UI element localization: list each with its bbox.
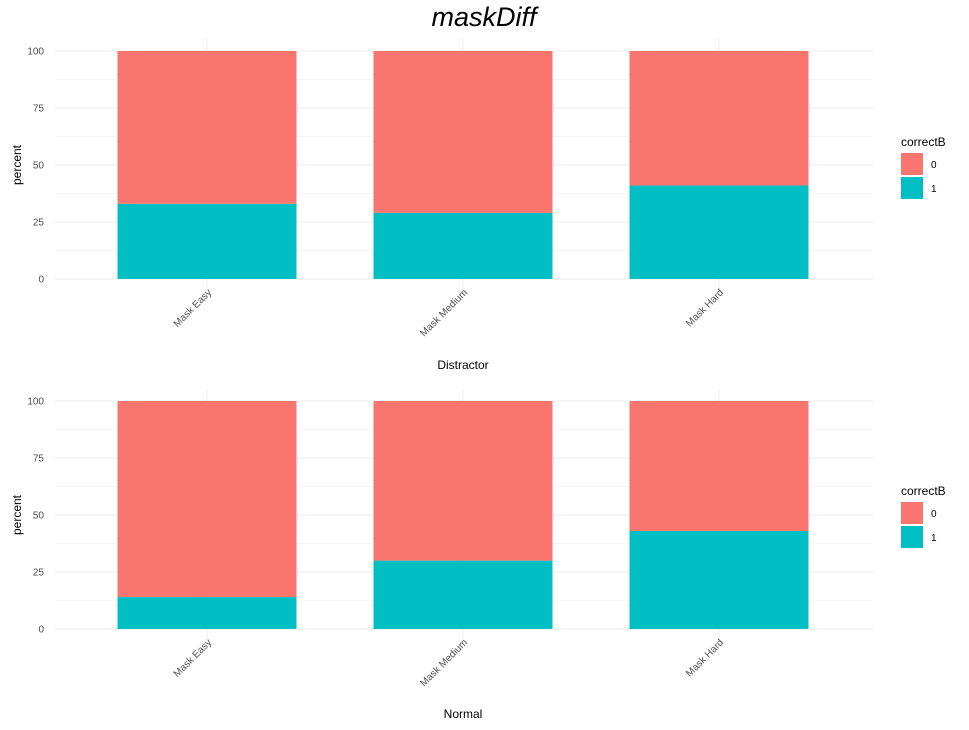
chart-panel-2: 0 25 50 75 100 Mask Easy Mask Medium Mask Hard N… — [10, 389, 946, 721]
y-tick-label: 75 — [33, 104, 45, 115]
x-tick-label: Mask Easy — [172, 287, 214, 329]
bar-segment-0 — [117, 401, 297, 598]
y-tick-label: 0 — [38, 625, 44, 636]
bars — [117, 51, 809, 279]
legend-key-0 — [901, 502, 923, 524]
y-tick-label: 25 — [33, 568, 45, 579]
x-tick-label: Mask Medium — [418, 637, 470, 689]
x-tick-labels: Mask Easy Mask Medium Mask Hard — [172, 287, 726, 339]
bar-segment-1 — [117, 597, 297, 629]
y-tick-labels: 0 25 50 75 100 — [27, 397, 44, 636]
x-tick-label: Mask Easy — [172, 637, 214, 679]
chart-panel-1: 0 25 50 75 100 Mask Easy Mask Medium Mask Hard D… — [10, 39, 946, 372]
bar-segment-1 — [373, 212, 553, 279]
x-tick-label: Mask Hard — [684, 637, 726, 679]
y-tick-label: 100 — [27, 397, 44, 408]
bar-segment-0 — [373, 51, 553, 213]
bar-segment-1 — [373, 560, 553, 629]
y-tick-labels: 0 25 50 75 100 — [27, 47, 44, 286]
legend-label: 1 — [931, 184, 937, 195]
legend-title: correctB — [901, 135, 946, 149]
bar-segment-1 — [117, 203, 297, 279]
y-tick-label: 50 — [33, 511, 45, 522]
main-title: maskDiff — [431, 2, 539, 32]
y-tick-label: 0 — [38, 275, 44, 286]
legend-label: 0 — [931, 509, 937, 520]
bar-segment-0 — [373, 401, 553, 561]
legend-key-1 — [901, 526, 923, 548]
legend: correctB 0 1 — [901, 484, 946, 548]
x-tick-label: Mask Hard — [684, 287, 726, 329]
legend-label: 0 — [931, 160, 937, 171]
bars — [117, 401, 809, 629]
bar-segment-1 — [629, 530, 809, 629]
x-tick-labels: Mask Easy Mask Medium Mask Hard — [172, 637, 726, 689]
bar-segment-1 — [629, 185, 809, 279]
x-axis-title: Normal — [444, 707, 483, 721]
y-tick-label: 75 — [33, 454, 45, 465]
bar-segment-0 — [629, 51, 809, 186]
x-tick-label: Mask Medium — [418, 287, 470, 339]
legend-key-1 — [901, 177, 923, 199]
y-tick-label: 100 — [27, 47, 44, 58]
bar-segment-0 — [117, 51, 297, 204]
y-axis-title: percent — [10, 144, 24, 185]
x-axis-title: Distractor — [437, 358, 488, 372]
y-tick-label: 50 — [33, 161, 45, 172]
y-axis-title: percent — [10, 494, 24, 535]
legend: correctB 0 1 — [901, 135, 946, 199]
y-tick-label: 25 — [33, 218, 45, 229]
legend-label: 1 — [931, 533, 937, 544]
legend-key-0 — [901, 153, 923, 175]
bar-segment-0 — [629, 401, 809, 531]
legend-title: correctB — [901, 484, 946, 498]
